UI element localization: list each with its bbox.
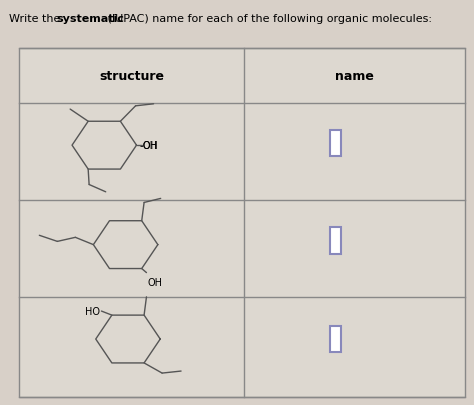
- Text: OH: OH: [147, 278, 163, 288]
- Text: name: name: [335, 69, 374, 83]
- Text: Write the: Write the: [9, 14, 64, 24]
- Bar: [19, 49, 465, 397]
- Text: structure: structure: [99, 69, 164, 83]
- Text: (IUPAC) name for each of the following organic molecules:: (IUPAC) name for each of the following o…: [104, 14, 432, 24]
- Text: OH: OH: [143, 141, 158, 151]
- Text: systematic: systematic: [56, 14, 124, 24]
- Text: -OH: -OH: [140, 141, 159, 151]
- Bar: [330, 228, 340, 254]
- Text: HO: HO: [85, 306, 100, 316]
- Bar: [330, 326, 340, 352]
- Bar: [330, 130, 340, 157]
